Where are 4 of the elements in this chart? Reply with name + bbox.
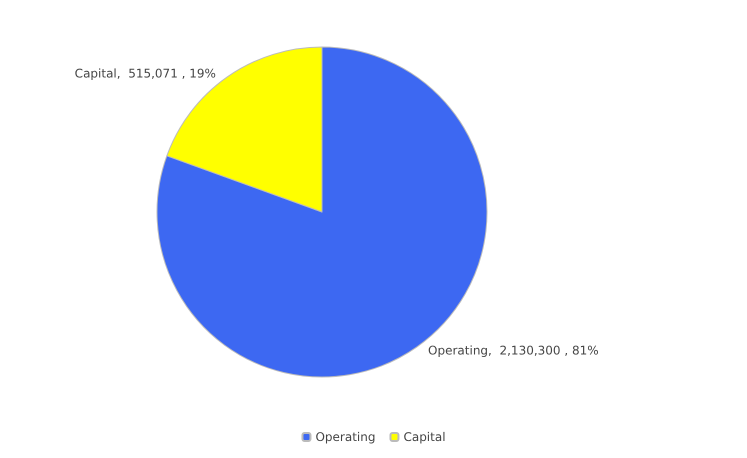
legend-label: Capital bbox=[403, 430, 446, 444]
data-label: Capital, 515,071 , 19% bbox=[74, 66, 216, 81]
legend-label: Operating bbox=[315, 430, 376, 444]
data-label: Operating, 2,130,300 , 81% bbox=[428, 343, 599, 358]
